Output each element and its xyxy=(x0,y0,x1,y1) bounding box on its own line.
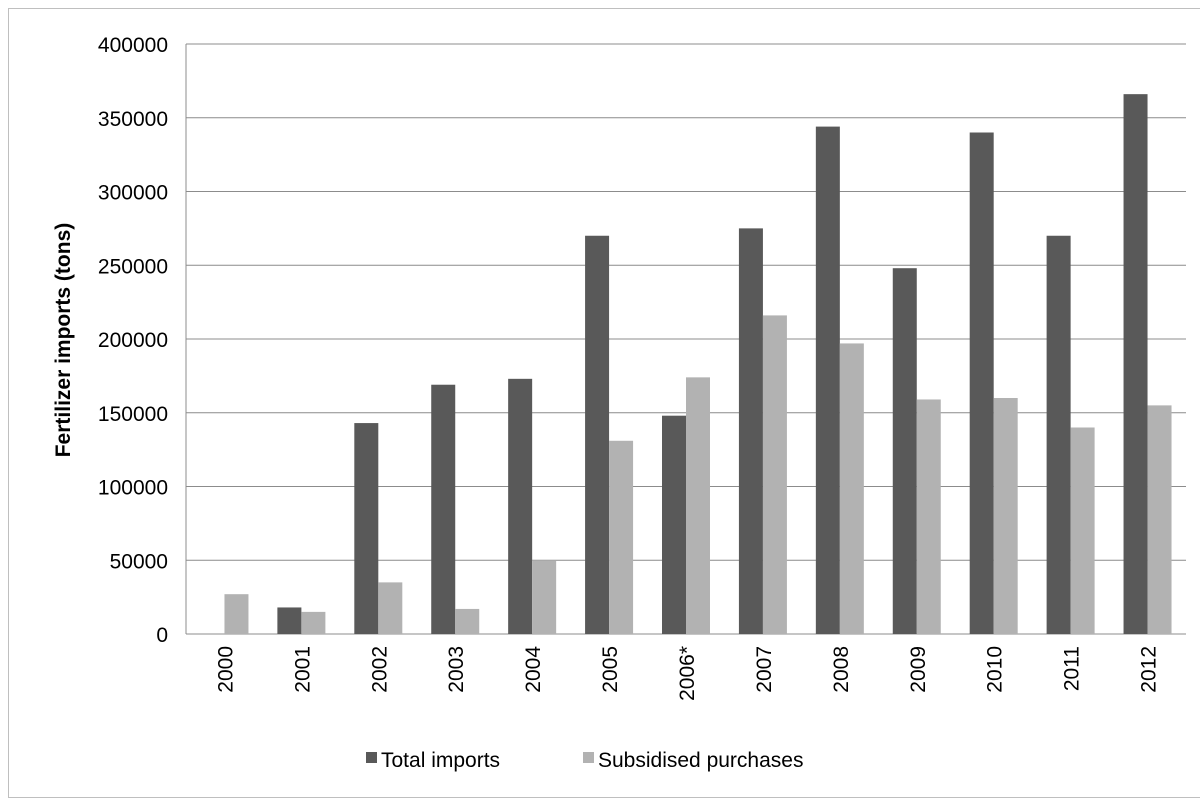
bar xyxy=(662,415,686,634)
bar xyxy=(354,423,379,634)
y-tick-label: 400000 xyxy=(98,34,168,57)
x-tick-label: 2006* xyxy=(676,646,699,701)
bar xyxy=(1123,94,1148,634)
bar xyxy=(431,384,456,634)
bar xyxy=(993,398,1018,634)
bar xyxy=(609,440,634,634)
legend: Total imports Subsidised purchases xyxy=(366,749,803,772)
y-tick-label: 250000 xyxy=(98,255,168,278)
x-tick-label: 2003 xyxy=(445,646,468,693)
bar xyxy=(585,235,610,634)
bar xyxy=(378,582,403,634)
legend-swatch xyxy=(366,752,377,763)
x-tick-label: 2011 xyxy=(1061,646,1084,691)
x-tick-label: 2000 xyxy=(214,646,237,693)
bar xyxy=(839,343,864,634)
bar xyxy=(1046,235,1071,634)
x-tick-label: 2009 xyxy=(907,646,930,693)
x-tick-labels: 2000 2001 2002 2003 2004 2005 2006* 2007 2008 200… xyxy=(214,646,1160,701)
x-tick-label: 2005 xyxy=(599,646,622,693)
y-tick-label: 100000 xyxy=(98,477,168,500)
y-tick-label: 200000 xyxy=(98,329,168,352)
x-tick-label: 2002 xyxy=(368,646,391,693)
bar xyxy=(686,377,710,634)
bar xyxy=(455,608,480,634)
y-tick-label: 350000 xyxy=(98,108,168,131)
x-tick-label: 2004 xyxy=(522,646,545,693)
legend-swatch xyxy=(583,752,594,763)
x-tick-label: 2001 xyxy=(291,646,314,693)
bar xyxy=(1147,405,1172,634)
x-tick-label: 2012 xyxy=(1138,646,1161,693)
x-tick-label: 2010 xyxy=(984,646,1007,693)
bar xyxy=(1070,427,1095,634)
bars xyxy=(224,94,1172,634)
y-tick-labels: 0 50000 100000 150000 200000 250000 300000 3500… xyxy=(98,34,168,647)
bar xyxy=(224,594,249,634)
legend-label: Total imports xyxy=(381,749,500,772)
x-tick-label: 2007 xyxy=(753,646,776,693)
bar xyxy=(916,399,941,634)
y-tick-label: 50000 xyxy=(110,550,168,573)
x-tick-label: 2008 xyxy=(830,646,853,693)
y-axis-label: Fertilizer imports (tons) xyxy=(52,223,75,458)
y-tick-label: 0 xyxy=(156,624,168,647)
bar xyxy=(277,607,302,634)
bar xyxy=(815,126,840,634)
bar xyxy=(892,268,917,634)
y-tick-label: 150000 xyxy=(98,403,168,426)
bar xyxy=(532,560,557,634)
bar xyxy=(301,611,326,634)
y-tick-label: 300000 xyxy=(98,182,168,205)
legend-label: Subsidised purchases xyxy=(598,749,803,772)
bar xyxy=(762,315,787,634)
bar xyxy=(738,228,763,634)
bar xyxy=(508,378,533,634)
bar xyxy=(969,132,994,634)
